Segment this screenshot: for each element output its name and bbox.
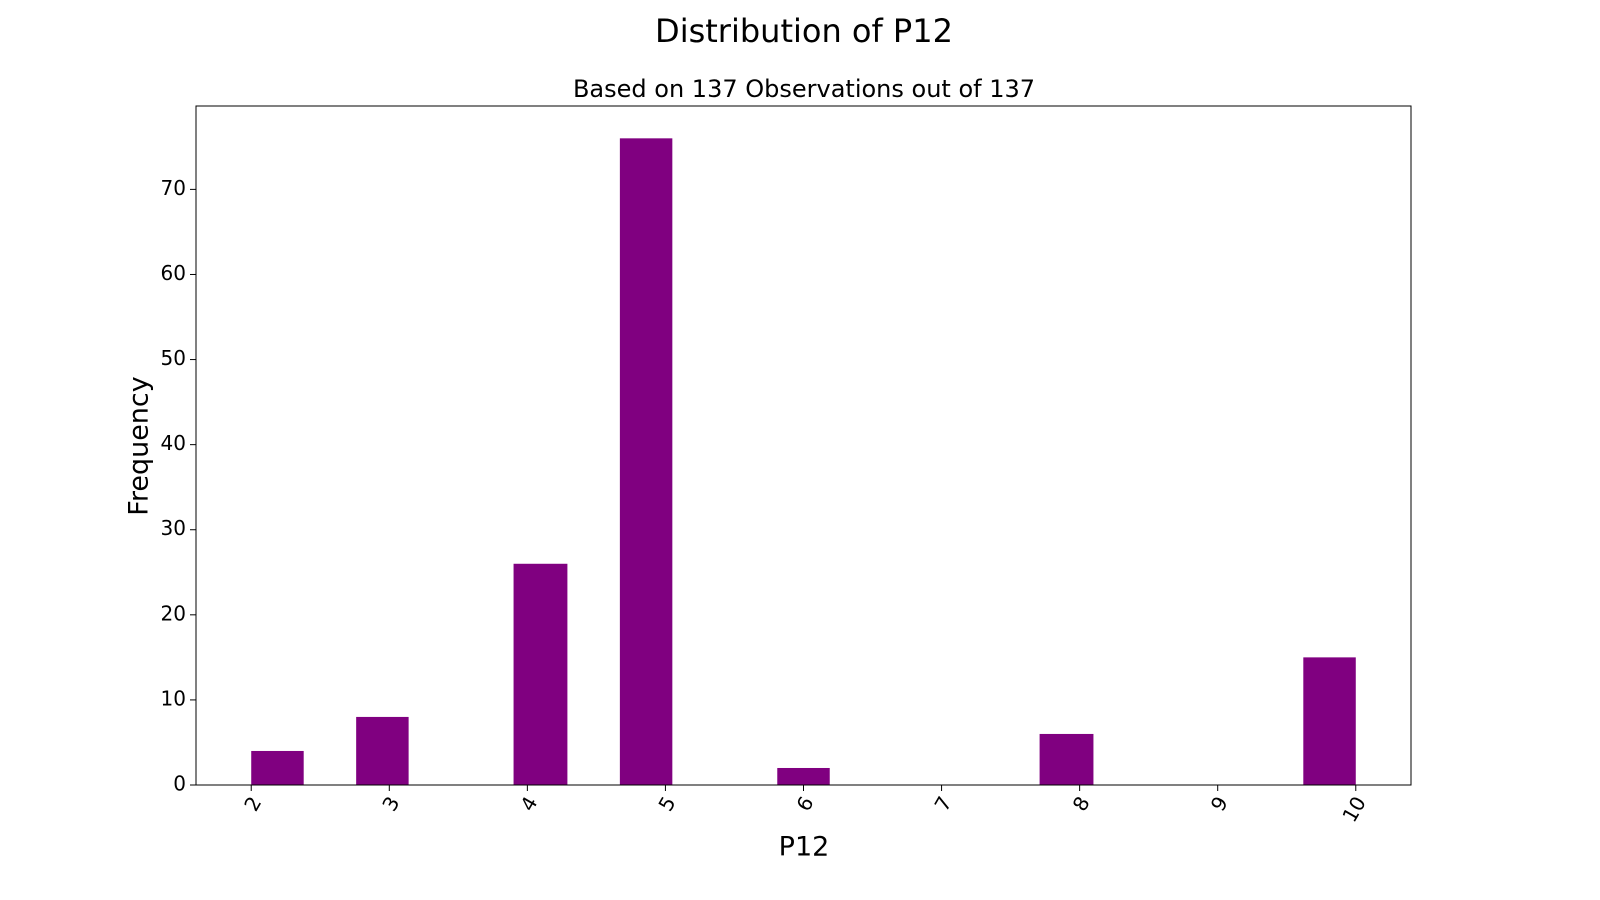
y-tick-label: 20 [161,601,186,625]
x-tick-label: 6 [791,792,818,815]
x-tick-label: 10 [1337,792,1371,826]
bar [1303,657,1356,785]
y-tick-label: 60 [161,261,186,285]
y-tick-label: 10 [161,686,186,710]
bar [777,767,830,785]
y-tick-label: 50 [161,346,186,370]
x-tick-label: 8 [1068,792,1095,815]
plot-frame [195,105,1412,786]
bar [356,716,409,785]
x-tick-label: 7 [930,792,957,815]
bar [251,750,304,785]
y-axis-label: Frequency [124,376,155,516]
x-axis-label: P12 [779,832,830,863]
x-tick-label: 9 [1206,792,1233,815]
chart-title: Distribution of P12 [655,12,953,50]
chart-subtitle: Based on 137 Observations out of 137 [573,75,1035,103]
x-tick-label: 4 [515,792,542,815]
bar [513,563,568,785]
x-tick-label: 2 [239,792,266,815]
y-tick-label: 0 [173,772,186,796]
y-tick-label: 30 [161,516,186,540]
y-tick-label: 70 [161,176,186,200]
x-tick-label: 5 [653,792,680,815]
bar [1039,733,1094,785]
y-tick-label: 40 [161,431,186,455]
x-tick-label: 3 [377,792,404,815]
bar [619,138,673,786]
